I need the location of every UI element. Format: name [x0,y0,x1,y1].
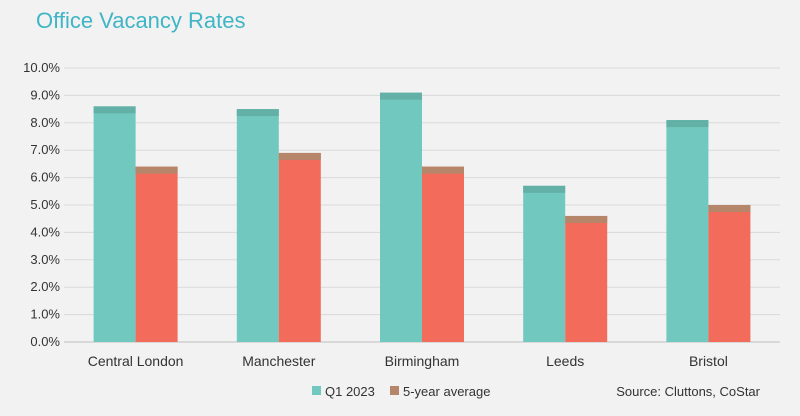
y-tick-label: 8.0% [30,115,60,130]
y-tick-label: 10.0% [23,60,60,75]
legend-label-q1-2023: Q1 2023 [325,384,375,399]
y-tick-label: 6.0% [30,170,60,185]
bar-5-year-average [565,215,608,342]
category-label: Manchester [242,353,315,369]
bar-cap [666,120,709,128]
bar-layer [93,92,751,342]
y-tick-label: 9.0% [30,87,60,102]
legend-label-5-year-average: 5-year average [403,384,490,399]
y-tick-label: 7.0% [30,142,60,157]
bar-cap [708,205,751,212]
bar-5-year-average [708,205,751,342]
category-label: Leeds [546,353,584,369]
bar-q1-2023 [666,120,709,342]
y-tick-label: 2.0% [30,279,60,294]
category-label: Birmingham [385,353,460,369]
bar-cap [93,106,136,114]
bar-5-year-average [422,166,464,342]
category-label: Bristol [689,353,728,369]
bar-q1-2023 [523,185,566,342]
label-layer: 0.0% 1.0% 2.0% 3.0% 4.0% 5.0% 6.0% 7.0% 8.0% 9.0%… [23,60,728,369]
bar-cap [380,92,422,100]
y-tick-label: 0.0% [30,334,60,349]
category-label: Central London [88,353,184,369]
bar-cap [565,215,608,223]
y-tick-label: 5.0% [30,197,60,212]
bar-cap [236,109,279,117]
bar-5-year-average [135,166,178,342]
legend-swatch-5-year-average [390,386,399,395]
bar-q1-2023 [236,109,279,342]
bar-cap [135,166,178,174]
y-tick-label: 4.0% [30,224,60,239]
bar-q1-2023 [93,106,136,342]
bar-q1-2023 [380,92,422,342]
source-note: Source: Cluttons, CoStar [616,384,760,399]
bar-cap [422,166,464,174]
bar-cap [278,152,321,160]
bar-cap [523,185,566,193]
legend: Q1 2023 5-year average Source: Cluttons,… [312,384,761,399]
legend-swatch-q1-2023 [312,386,321,395]
y-tick-label: 1.0% [30,307,60,322]
chart-title: Office Vacancy Rates [36,8,246,33]
bar-5-year-average [278,152,321,342]
y-tick-label: 3.0% [30,252,60,267]
